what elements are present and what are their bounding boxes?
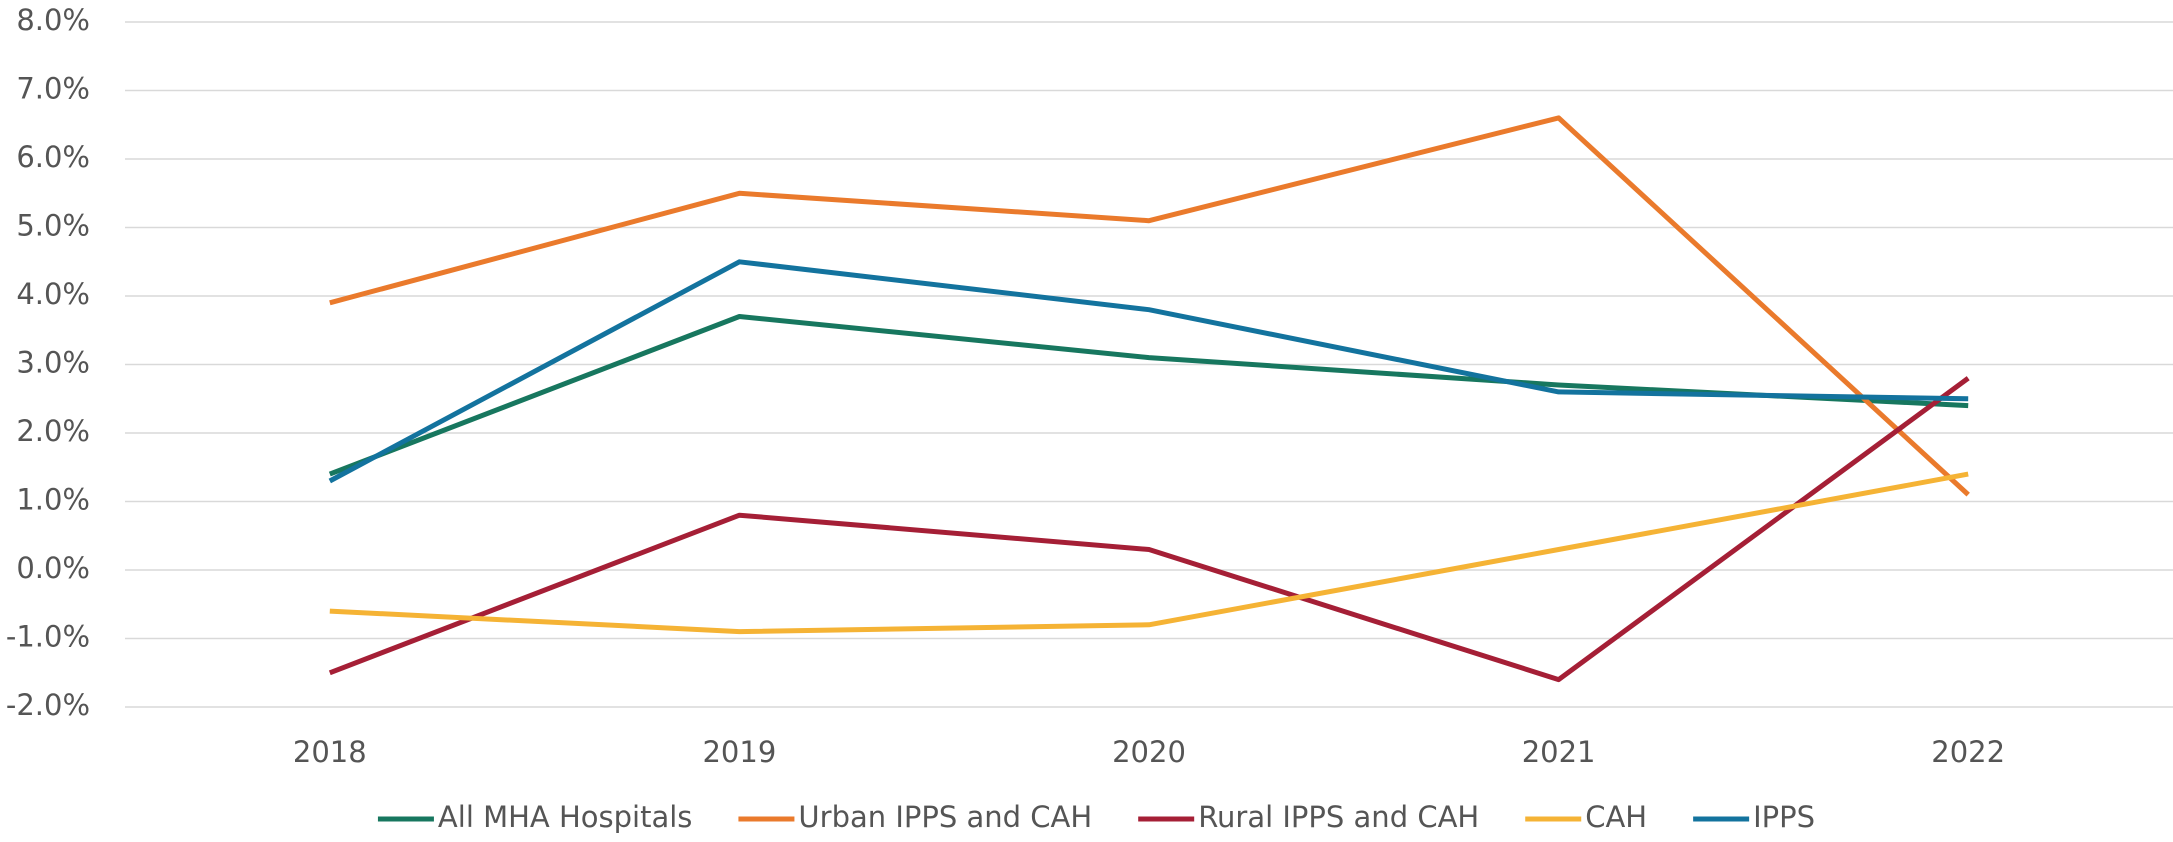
y-tick-label: 7.0% xyxy=(16,72,90,106)
y-tick-label: 4.0% xyxy=(16,277,90,311)
series-line xyxy=(329,471,1969,635)
series-line xyxy=(328,376,1970,683)
y-tick-label: 3.0% xyxy=(16,346,90,380)
legend-label: Rural IPPS and CAH xyxy=(1198,800,1479,834)
y-tick-label: 6.0% xyxy=(16,140,90,174)
x-tick-label: 2019 xyxy=(702,735,776,769)
y-tick-label: -1.0% xyxy=(6,620,90,654)
x-tick-label: 2021 xyxy=(1522,735,1596,769)
x-tick-label: 2020 xyxy=(1112,735,1186,769)
series-line xyxy=(329,115,1970,497)
legend-label: CAH xyxy=(1585,800,1647,834)
x-tick-label: 2022 xyxy=(1931,735,2005,769)
y-tick-label: -2.0% xyxy=(6,688,90,722)
y-tick-label: 1.0% xyxy=(16,483,90,517)
legend-label: All MHA Hospitals xyxy=(438,800,693,834)
y-tick-label: 8.0% xyxy=(16,3,90,37)
y-tick-label: 2.0% xyxy=(16,414,90,448)
legend: All MHA Hospitals Urban IPPS and CAH Rural… xyxy=(377,800,1815,834)
legend-label: IPPS xyxy=(1753,800,1815,834)
legend-label: Urban IPPS and CAH xyxy=(798,800,1092,834)
x-tick-label: 2018 xyxy=(293,735,367,769)
y-tick-label: 5.0% xyxy=(16,209,90,243)
y-tick-label: 0.0% xyxy=(16,551,90,585)
series-line xyxy=(328,259,1969,484)
